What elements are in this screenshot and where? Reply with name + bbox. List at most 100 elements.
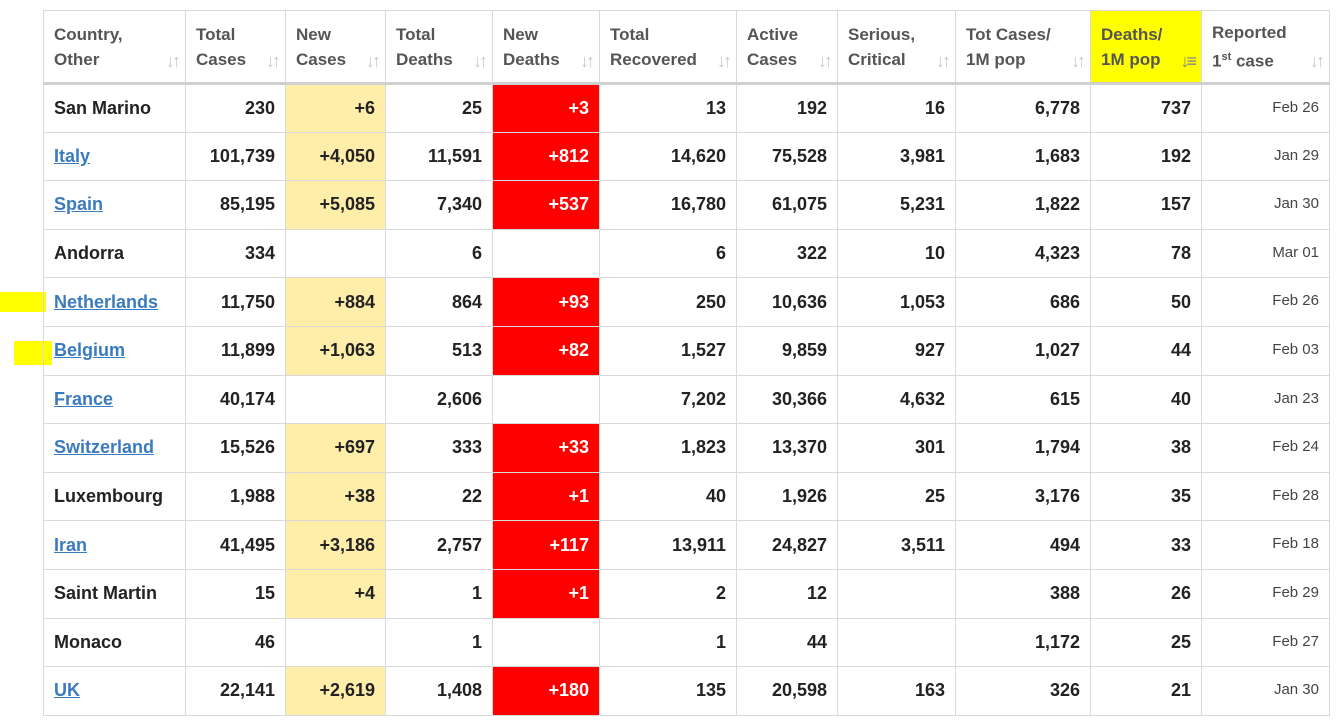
first-case-cell: Feb 29 bbox=[1201, 568, 1330, 619]
new-deaths-cell: +33 bbox=[492, 423, 600, 473]
header-line2: Cases bbox=[747, 49, 798, 69]
country-link[interactable]: Belgium bbox=[54, 340, 126, 361]
country-cell[interactable]: France bbox=[43, 374, 186, 425]
total-recovered-cell: 13,911 bbox=[599, 520, 737, 570]
total-cases-cell: 1,988 bbox=[185, 471, 286, 522]
total-deaths-cell: 333 bbox=[385, 423, 493, 473]
country-cell[interactable]: Netherlands bbox=[43, 277, 186, 327]
country-link[interactable]: UK bbox=[54, 680, 80, 701]
sort-arrows-icon[interactable]: ↓↑ bbox=[1071, 51, 1086, 71]
tot-cases-1m-cell: 1,822 bbox=[955, 180, 1091, 230]
country-name: Saint Martin bbox=[54, 583, 158, 604]
country-link[interactable]: Switzerland bbox=[54, 437, 155, 458]
new-deaths-cell bbox=[492, 617, 600, 668]
sort-arrows-icon[interactable]: ↓↑ bbox=[266, 51, 281, 71]
country-cell[interactable]: Italy bbox=[43, 131, 186, 182]
first-case-cell: Feb 18 bbox=[1201, 520, 1330, 570]
total-deaths-cell: 513 bbox=[385, 325, 493, 376]
new-cases-cell bbox=[285, 228, 386, 279]
table-row: UK 22,141 +2,619 1,408 +180 135 20,598 163 326 21… bbox=[43, 666, 1330, 716]
table-row: Italy 101,739 +4,050 11,591 +812 14,620 75,528… bbox=[43, 131, 1330, 182]
total-recovered-cell: 40 bbox=[599, 471, 737, 522]
header-line1: Total bbox=[196, 24, 236, 44]
header-serious-critical[interactable]: Serious, Critical ↓↑ bbox=[837, 10, 956, 85]
total-recovered-cell: 14,620 bbox=[599, 131, 737, 182]
sort-arrows-icon[interactable]: ↓↑ bbox=[818, 51, 833, 71]
header-line2-post: case bbox=[1231, 51, 1274, 71]
new-cases-cell bbox=[285, 617, 386, 668]
total-cases-cell: 334 bbox=[185, 228, 286, 279]
header-line1: Total bbox=[610, 24, 650, 44]
country-cell[interactable]: Belgium bbox=[43, 325, 186, 376]
country-cell: Andorra bbox=[43, 228, 186, 279]
sort-arrows-icon[interactable]: ↓↑ bbox=[936, 51, 951, 71]
header-active-cases[interactable]: Active Cases ↓↑ bbox=[736, 10, 838, 85]
header-new-cases[interactable]: New Cases ↓↑ bbox=[285, 10, 386, 85]
sort-arrows-icon[interactable]: ↓↑ bbox=[717, 51, 732, 71]
country-cell[interactable]: Spain bbox=[43, 180, 186, 230]
sort-arrows-icon[interactable]: ↓↑ bbox=[473, 51, 488, 71]
first-case-cell: Feb 28 bbox=[1201, 471, 1330, 522]
sort-arrows-icon[interactable]: ↓↑ bbox=[580, 51, 595, 71]
total-recovered-cell: 1 bbox=[599, 617, 737, 668]
sort-arrows-icon[interactable]: ↓↑ bbox=[366, 51, 381, 71]
new-cases-cell: +4 bbox=[285, 568, 386, 619]
active-cases-cell: 1,926 bbox=[736, 471, 838, 522]
table-body: San Marino 230 +6 25 +3 13 192 16 6,778 737 Feb 26… bbox=[43, 83, 1330, 716]
tot-cases-1m-cell: 4,323 bbox=[955, 228, 1091, 279]
total-cases-cell: 11,899 bbox=[185, 325, 286, 376]
table-row: Netherlands 11,750 +884 864 +93 250 10,636 1,05… bbox=[43, 277, 1330, 327]
new-cases-cell: +4,050 bbox=[285, 131, 386, 182]
header-new-deaths[interactable]: New Deaths ↓↑ bbox=[492, 10, 600, 85]
country-link[interactable]: Spain bbox=[54, 194, 104, 215]
tot-cases-1m-cell: 1,794 bbox=[955, 423, 1091, 473]
header-reported-first-case[interactable]: Reported 1st case ↓↑ bbox=[1201, 10, 1330, 85]
header-line2: Cases bbox=[296, 49, 347, 69]
total-cases-cell: 40,174 bbox=[185, 374, 286, 425]
header-line1: New bbox=[296, 24, 331, 44]
header-tot-cases-1m[interactable]: Tot Cases/1M pop ↓↑ bbox=[955, 10, 1091, 85]
header-total-cases[interactable]: Total Cases ↓↑ bbox=[185, 10, 286, 85]
tot-cases-1m-cell: 3,176 bbox=[955, 471, 1091, 522]
total-cases-cell: 230 bbox=[185, 83, 286, 133]
serious-critical-cell: 25 bbox=[837, 471, 956, 522]
total-cases-cell: 15 bbox=[185, 568, 286, 619]
country-cell[interactable]: Switzerland bbox=[43, 423, 186, 473]
active-cases-cell: 30,366 bbox=[736, 374, 838, 425]
sort-arrows-icon[interactable]: ↓↑ bbox=[166, 51, 181, 71]
highlight-mark-netherlands bbox=[0, 292, 46, 312]
header-total-deaths[interactable]: Total Deaths ↓↑ bbox=[385, 10, 493, 85]
new-deaths-cell bbox=[492, 228, 600, 279]
serious-critical-cell bbox=[837, 568, 956, 619]
total-recovered-cell: 13 bbox=[599, 83, 737, 133]
country-cell[interactable]: Iran bbox=[43, 520, 186, 570]
country-link[interactable]: Iran bbox=[54, 534, 88, 555]
sort-arrows-icon[interactable]: ↓↑ bbox=[1310, 51, 1325, 71]
sort-desc-icon[interactable]: ↓≡ bbox=[1180, 51, 1196, 71]
country-cell[interactable]: UK bbox=[43, 666, 186, 716]
table-row: Monaco 46 1 1 44 1,172 25 Feb 27 bbox=[43, 617, 1330, 668]
serious-critical-cell bbox=[837, 617, 956, 668]
header-deaths-1m[interactable]: Deaths/1M pop ↓≡ bbox=[1090, 10, 1202, 85]
header-total-recovered[interactable]: Total Recovered ↓↑ bbox=[599, 10, 737, 85]
country-link[interactable]: Italy bbox=[54, 145, 91, 166]
first-case-cell: Feb 24 bbox=[1201, 423, 1330, 473]
header-line2: Deaths bbox=[396, 49, 453, 69]
tot-cases-1m-cell: 326 bbox=[955, 666, 1091, 716]
total-deaths-cell: 22 bbox=[385, 471, 493, 522]
new-deaths-cell: +180 bbox=[492, 666, 600, 716]
total-deaths-cell: 1 bbox=[385, 568, 493, 619]
table-row: Luxembourg 1,988 +38 22 +1 40 1,926 25 3,176 35 Fe… bbox=[43, 471, 1330, 522]
active-cases-cell: 192 bbox=[736, 83, 838, 133]
country-name: Monaco bbox=[54, 631, 123, 652]
total-deaths-cell: 1 bbox=[385, 617, 493, 668]
country-cell: San Marino bbox=[43, 83, 186, 133]
serious-critical-cell: 4,632 bbox=[837, 374, 956, 425]
header-line1: Active bbox=[747, 24, 799, 44]
header-country[interactable]: Country, Other ↓↑ bbox=[43, 10, 186, 85]
new-cases-cell: +5,085 bbox=[285, 180, 386, 230]
country-link[interactable]: France bbox=[54, 388, 114, 409]
header-line2: Other bbox=[54, 49, 100, 69]
new-deaths-cell: +1 bbox=[492, 568, 600, 619]
country-link[interactable]: Netherlands bbox=[54, 291, 159, 312]
